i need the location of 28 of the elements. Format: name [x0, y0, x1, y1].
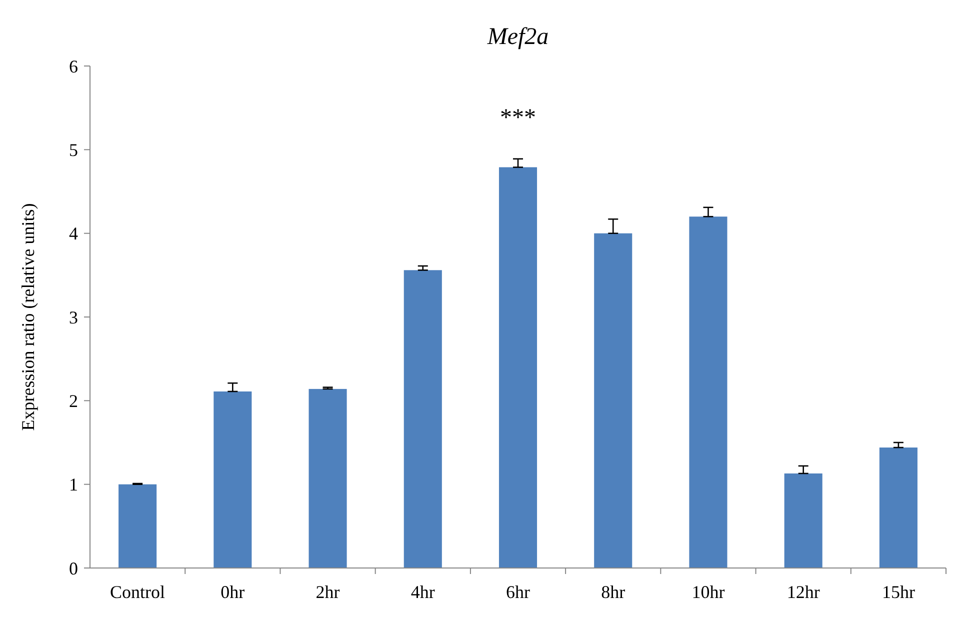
- bar: [404, 270, 442, 568]
- bar: [308, 388, 347, 568]
- y-tick-label: 4: [69, 224, 78, 244]
- x-tick-label: 10hr: [692, 582, 725, 602]
- y-tick-label: 6: [69, 56, 78, 76]
- x-tick-label: 12hr: [786, 582, 820, 602]
- y-axis-title: Expression ratio (relative units): [18, 203, 38, 431]
- bar: [879, 448, 918, 568]
- annotation: ***: [500, 104, 536, 131]
- x-tick-label: 4hr: [410, 582, 435, 602]
- x-tick-label: 8hr: [601, 582, 626, 602]
- x-tick-label: 2hr: [316, 582, 340, 602]
- x-tick-label: Control: [110, 582, 166, 602]
- x-tick-label: 15hr: [882, 582, 915, 602]
- bar: [498, 167, 538, 568]
- bar: [594, 233, 632, 568]
- bar: [689, 216, 728, 568]
- x-tick-label: 0hr: [220, 582, 245, 602]
- y-tick-label: 3: [69, 307, 78, 328]
- chart-title: Mef2a: [486, 24, 549, 50]
- y-tick-label: 2: [69, 390, 78, 411]
- bar: [118, 484, 157, 568]
- x-tick-label: 6hr: [506, 582, 530, 602]
- bar: [214, 391, 252, 568]
- y-tick-label: 5: [69, 140, 78, 160]
- y-tick-label: 1: [69, 474, 78, 495]
- bar: [784, 473, 822, 568]
- y-tick-label: 0: [69, 558, 78, 578]
